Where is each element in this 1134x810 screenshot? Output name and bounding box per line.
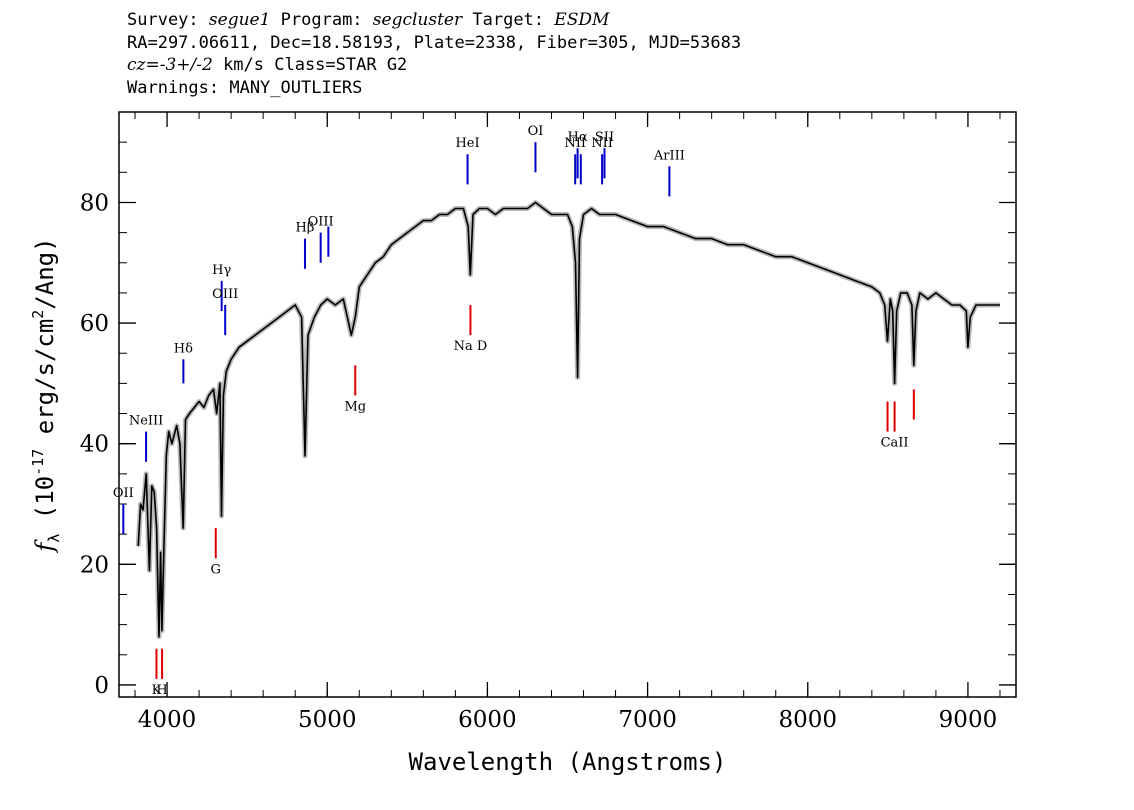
y-tick-label: 60 [80, 311, 109, 337]
absorption-line-label: CaII [881, 436, 909, 451]
program-value: segcluster [372, 10, 463, 30]
y-axis-title-suffix: /Ang) [31, 237, 59, 309]
survey-label: Survey: [127, 10, 199, 30]
y-axis-title-exponent: -17 [29, 449, 47, 476]
absorption-line-label: K [152, 683, 162, 698]
cz-label: cz= [127, 55, 160, 75]
header-line-warnings: Warnings: MANY_OUTLIERS [127, 77, 363, 98]
emission-line-label: OIII [308, 215, 334, 230]
emission-line-label: NII [591, 136, 613, 151]
x-tick-label: 8000 [778, 707, 837, 733]
program-label: Program: [280, 10, 363, 30]
survey-value: segue1 [208, 10, 271, 30]
y-axis-title-exponent2: 2 [29, 310, 47, 319]
header-line-redshift: cz=-3+/-2 km/s Class=STAR G2 [127, 54, 1027, 77]
emission-line-label: OIII [212, 287, 238, 302]
x-axis-title: Wavelength (Angstroms) [409, 748, 727, 776]
emission-line-label: Hγ [212, 263, 231, 278]
emission-line-label: Hα [568, 130, 588, 145]
emission-line-label: HeI [455, 136, 479, 151]
y-axis-title: fλ (10-17 erg/s/cm2/Ang) [29, 237, 63, 553]
y-tick-label: 20 [80, 552, 109, 578]
emission-line-label: OII [113, 486, 134, 501]
emission-line-label: NII [564, 136, 586, 151]
x-tick-label: 4000 [138, 707, 197, 733]
emission-line-label: ArIII [653, 148, 685, 163]
spectrum-error-band [135, 200, 1000, 640]
spectrum-header: Survey: segue1 Program: segcluster Targe… [127, 9, 1027, 99]
y-tick-label: 40 [80, 432, 109, 458]
x-tick-label: 7000 [618, 707, 677, 733]
spectrum-flux-line [137, 201, 1000, 638]
emission-line-label: Hβ [296, 221, 315, 236]
absorption-line-label: Na D [454, 339, 488, 354]
target-value: ESDM [554, 10, 610, 30]
x-tick-label: 5000 [298, 707, 357, 733]
axis-tick-labels: 4000 5000 6000 7000 8000 9000 0 20 40 60 80 [80, 190, 998, 733]
plot-frame [118, 111, 1017, 698]
absorption-line-label: G [211, 562, 221, 577]
absorption-line-label: Mg [344, 399, 366, 414]
absorption-line-label: H [156, 683, 167, 698]
header-line-survey: Survey: segue1 Program: segcluster Targe… [127, 9, 1027, 32]
target-label: Target: [472, 10, 545, 30]
axis-ticks [119, 111, 1016, 697]
y-axis-title-subscript: λ [45, 534, 63, 543]
y-axis-title-mid: erg/s/cm [31, 319, 59, 449]
spectrum-series [135, 200, 1000, 640]
emission-line-label: Hδ [174, 341, 193, 356]
y-tick-label: 0 [94, 673, 109, 699]
x-tick-label: 6000 [458, 707, 517, 733]
emission-line-label: OI [528, 124, 544, 139]
cz-rest: km/s Class=STAR G2 [212, 55, 408, 75]
emission-line-label: NeIII [129, 414, 163, 429]
y-tick-label: 80 [80, 190, 109, 216]
y-axis-title-prefix: (10 [31, 476, 59, 534]
cz-value: -3+/-2 [159, 55, 213, 75]
emission-line-label: SII [595, 130, 614, 145]
header-line-coordinates: RA=297.06611, Dec=18.58193, Plate=2338, … [127, 32, 742, 53]
x-tick-label: 9000 [939, 707, 998, 733]
